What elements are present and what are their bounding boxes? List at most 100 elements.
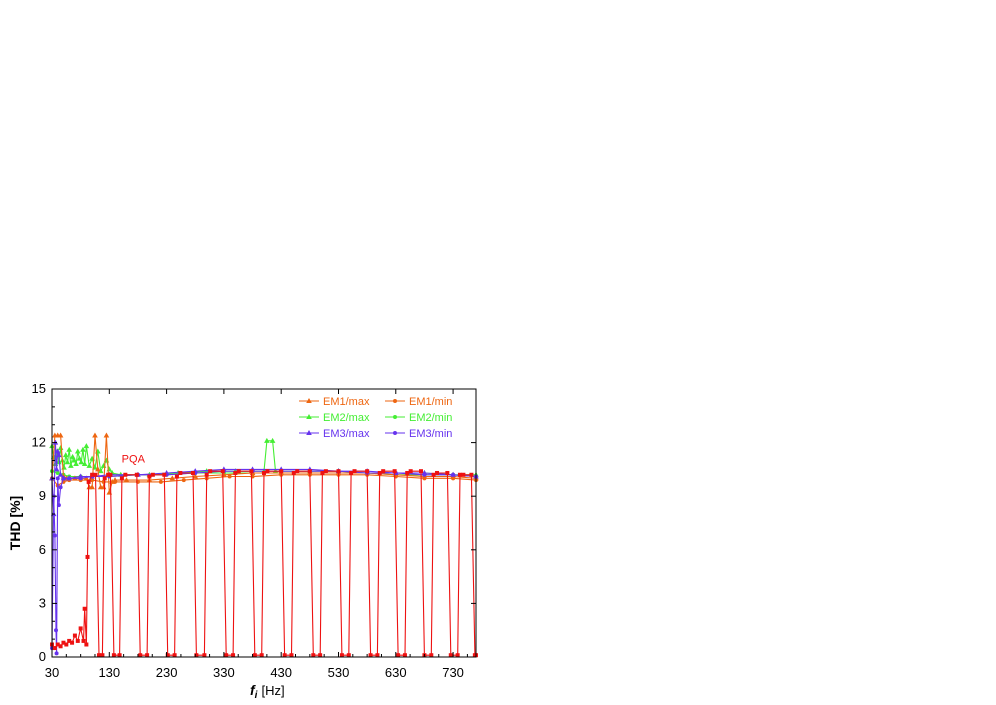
data-point-em2-max	[78, 459, 85, 465]
data-point-pqa	[318, 653, 323, 658]
data-point-pqa	[249, 469, 254, 474]
data-point-pqa	[259, 653, 264, 658]
data-point-em3-min	[55, 476, 60, 481]
legend-swatch-marker	[393, 431, 397, 435]
data-point-pqa	[429, 653, 434, 658]
series-pqa	[50, 469, 478, 658]
legend-item-em1-min: EM1/min	[385, 396, 452, 408]
data-point-em2-max	[81, 461, 88, 467]
x-tick-label: 530	[328, 665, 350, 680]
data-point-pqa	[435, 470, 440, 475]
legend-label-em3-max: EM3/max	[323, 428, 370, 440]
data-point-pqa	[402, 653, 407, 658]
legend-swatch-marker	[393, 415, 397, 419]
data-point-em2-max	[74, 448, 81, 454]
data-point-pqa	[375, 653, 380, 658]
data-point-pqa	[365, 469, 370, 474]
data-point-em3-min	[78, 476, 83, 481]
x-tick-label: 430	[270, 665, 292, 680]
data-point-pqa	[431, 472, 436, 477]
data-point-pqa	[64, 642, 69, 647]
data-point-pqa	[72, 633, 77, 638]
data-point-pqa	[86, 479, 91, 484]
legend-label-em2-min: EM2/min	[409, 412, 452, 424]
data-point-pqa	[81, 638, 86, 643]
data-point-em3-max	[53, 466, 60, 472]
data-point-pqa	[289, 653, 294, 658]
data-point-pqa	[61, 640, 66, 645]
data-point-pqa	[396, 653, 401, 658]
data-point-em2-max	[73, 461, 79, 467]
y-tick-label: 12	[32, 435, 46, 450]
data-point-pqa	[279, 469, 284, 474]
data-point-pqa	[93, 472, 98, 477]
data-point-pqa	[123, 472, 128, 477]
data-point-pqa	[311, 653, 316, 658]
y-tick-label: 3	[39, 595, 46, 610]
data-point-pqa	[282, 653, 287, 658]
data-point-em1-min	[113, 479, 118, 484]
x-axis-title-unit: [Hz]	[261, 683, 284, 698]
data-point-pqa	[85, 554, 90, 559]
data-point-pqa	[150, 472, 155, 477]
data-point-em3-min	[451, 472, 456, 477]
data-point-em3-max	[54, 448, 61, 454]
data-point-em3-min	[52, 533, 57, 538]
x-tick-label: 330	[213, 665, 235, 680]
data-point-em2-max	[66, 446, 72, 452]
data-point-em1-max	[192, 473, 199, 479]
plot-frame	[51, 388, 477, 658]
data-point-pqa	[208, 469, 213, 474]
y-axis-title: THD [%]	[7, 496, 23, 550]
data-point-em2-max	[269, 437, 276, 443]
data-point-pqa	[445, 470, 450, 475]
legend-swatch-marker	[306, 430, 312, 435]
data-point-pqa	[75, 638, 80, 643]
data-point-pqa	[236, 469, 241, 474]
data-point-pqa	[307, 469, 312, 474]
y-tick-label: 6	[39, 542, 46, 557]
x-tick-label: 630	[385, 665, 407, 680]
data-point-em2-max	[76, 455, 83, 461]
data-point-pqa	[96, 653, 101, 658]
data-point-em2-max	[64, 459, 71, 465]
x-tick-label: 730	[442, 665, 464, 680]
legend-item-em3-max: EM3/max	[299, 428, 370, 440]
data-point-pqa	[52, 646, 57, 651]
data-point-em3-max	[56, 452, 62, 458]
legend-label-em2-max: EM2/max	[323, 412, 370, 424]
data-point-pqa	[138, 653, 143, 658]
data-point-pqa	[82, 606, 87, 611]
data-point-em1-min	[422, 476, 427, 481]
data-point-pqa	[339, 653, 344, 658]
data-point-pqa	[336, 469, 341, 474]
data-point-em2-max	[68, 462, 74, 468]
y-tick-label: 0	[39, 649, 46, 664]
data-point-pqa	[262, 470, 266, 475]
data-point-pqa	[418, 469, 423, 474]
legend-label-em1-max: EM1/max	[323, 396, 370, 408]
data-point-em2-max	[97, 468, 104, 474]
data-point-pqa	[448, 653, 453, 658]
x-axis-title-symbol: f	[250, 682, 256, 698]
data-point-pqa	[58, 644, 63, 649]
data-point-em1-max	[169, 475, 176, 481]
series-line-em1-min	[51, 474, 477, 487]
y-tick-label: 15	[32, 381, 46, 396]
data-point-pqa	[352, 469, 357, 474]
data-point-pqa	[457, 472, 462, 477]
data-point-em3-min	[54, 628, 59, 633]
data-point-pqa	[67, 638, 72, 643]
data-point-pqa	[106, 472, 111, 477]
data-point-pqa	[190, 470, 195, 475]
data-point-em1-max	[95, 466, 101, 472]
data-point-pqa	[165, 653, 170, 658]
data-point-em2-max	[264, 437, 270, 443]
data-point-pqa	[194, 653, 199, 658]
data-point-pqa	[377, 470, 382, 475]
data-point-em1-max	[123, 477, 130, 483]
data-point-pqa	[392, 469, 397, 474]
data-point-pqa	[119, 476, 124, 481]
data-point-em3-min	[54, 651, 59, 656]
